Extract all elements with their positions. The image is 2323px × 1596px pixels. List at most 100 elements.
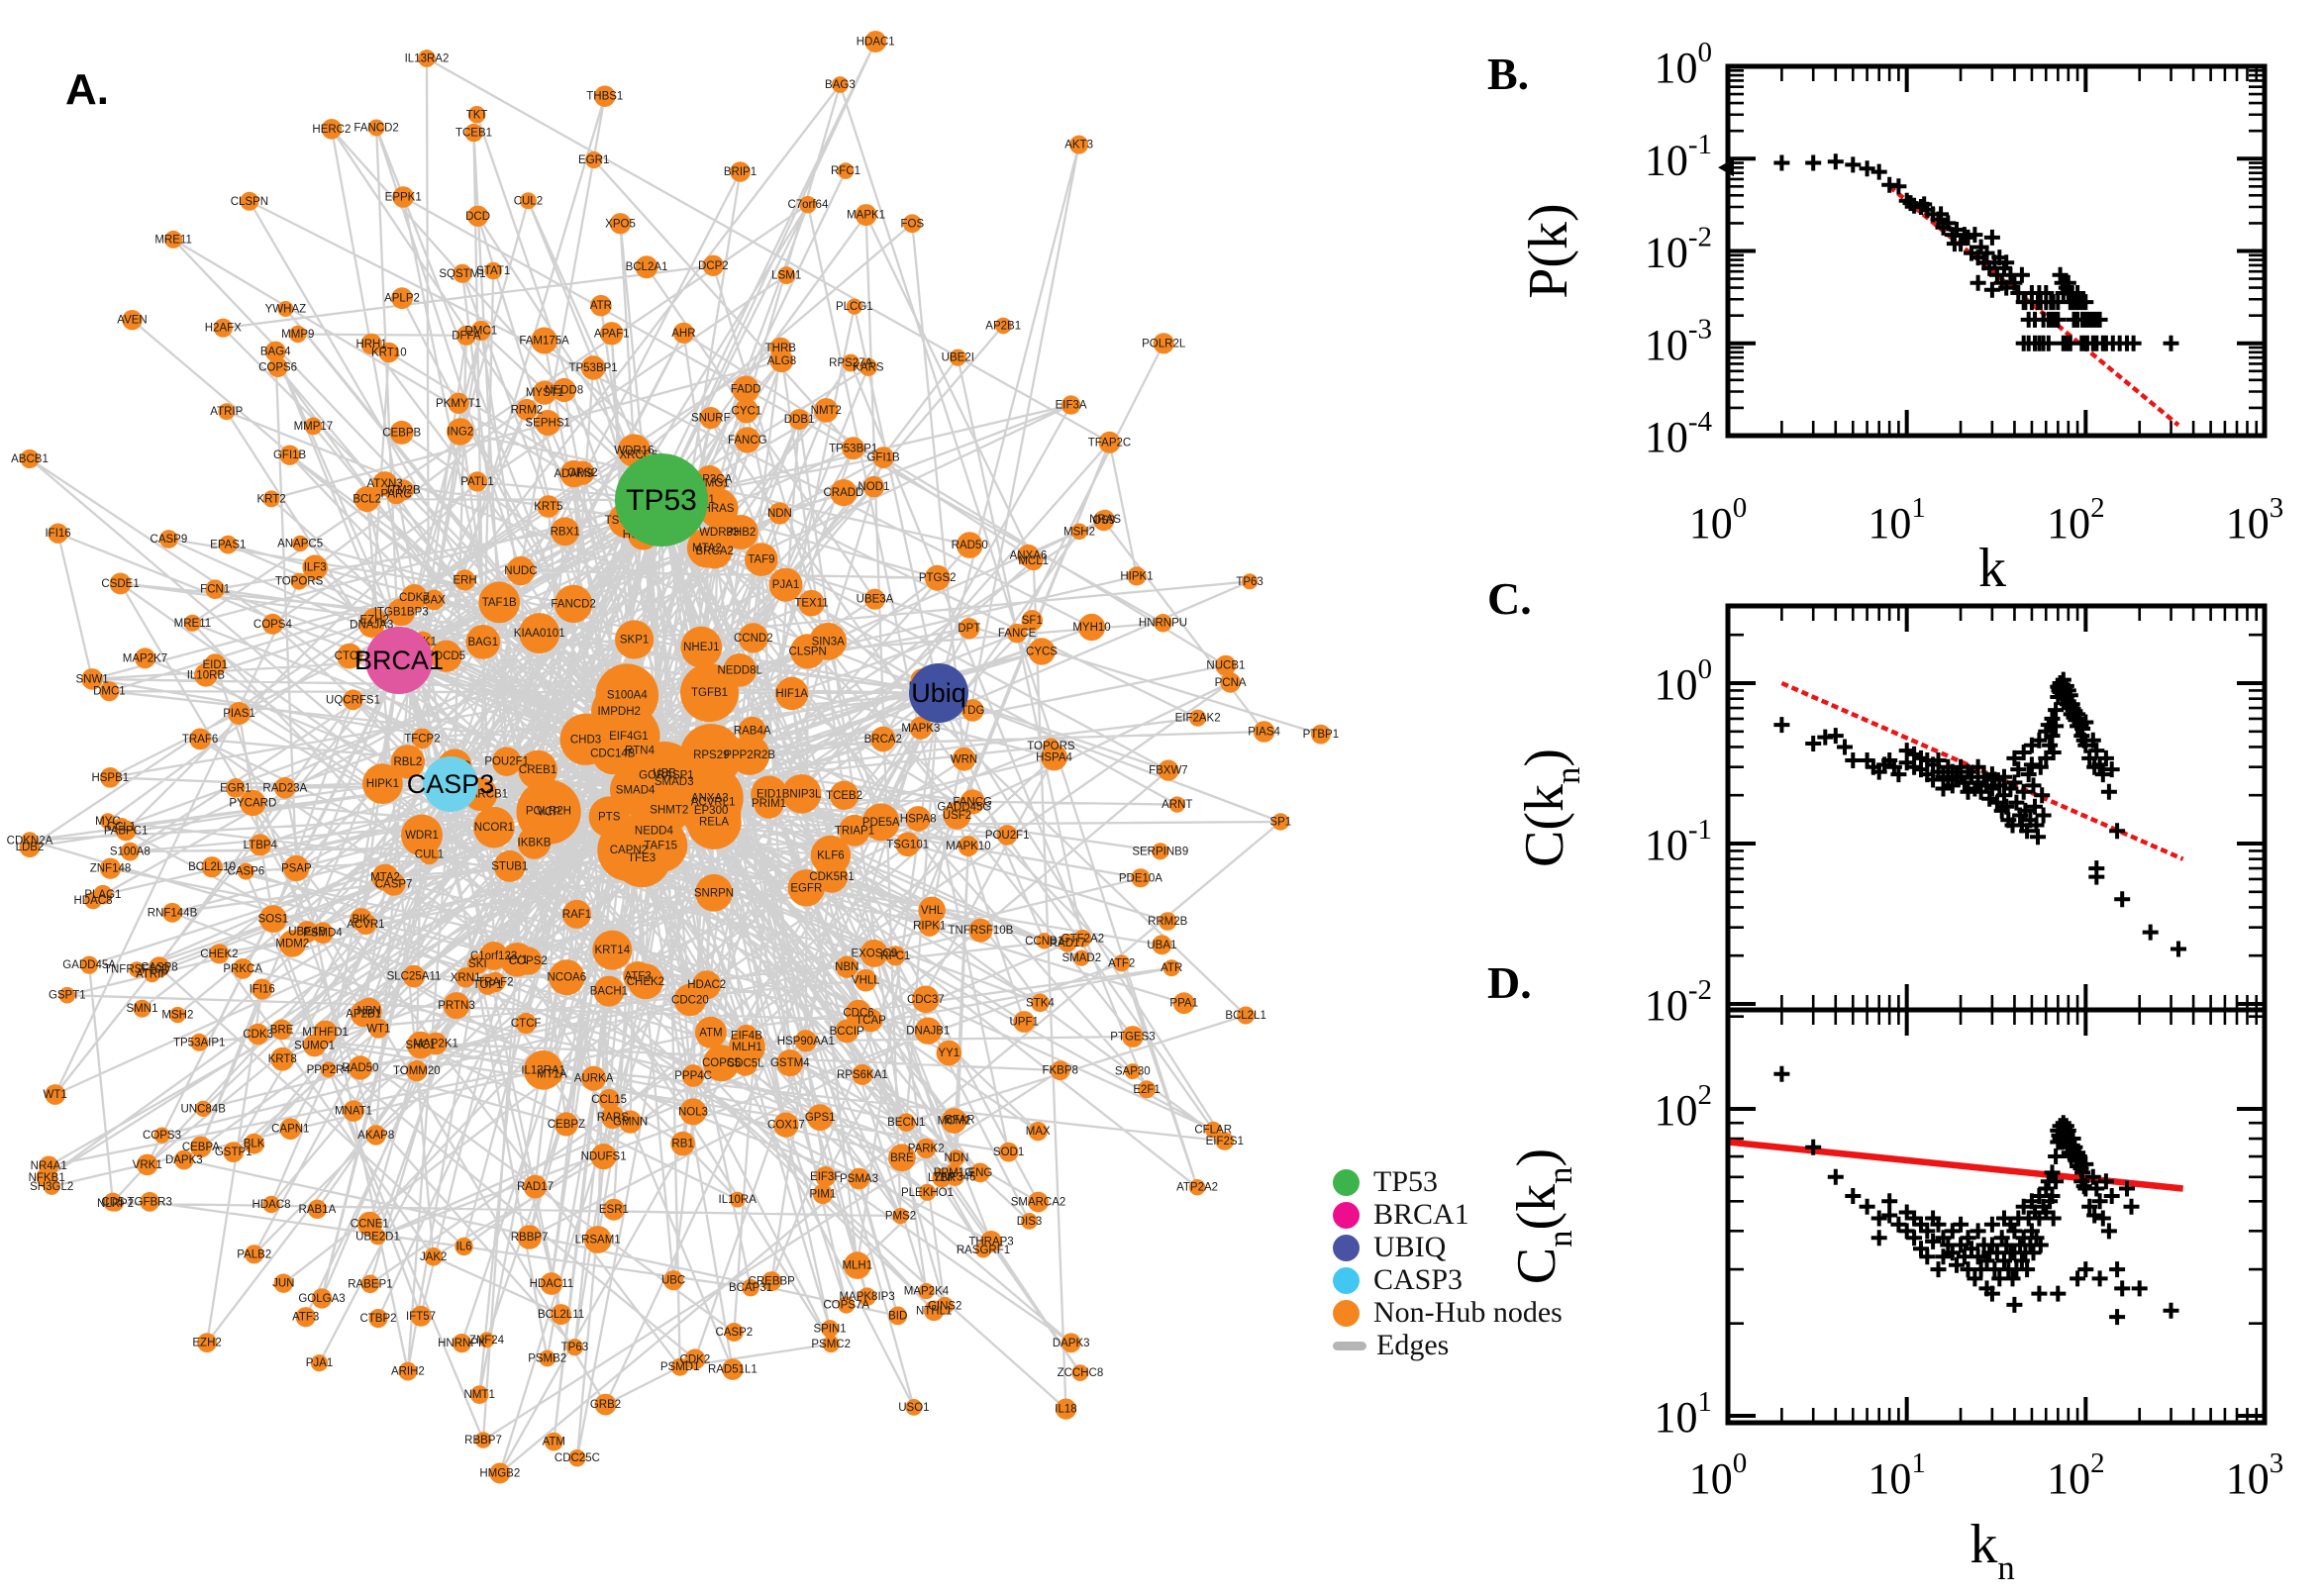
network-node[interactable] [452,1334,471,1353]
network-node[interactable] [837,162,855,179]
network-node[interactable] [469,1385,489,1404]
network-node[interactable] [218,535,238,554]
network-node[interactable] [209,944,230,964]
network-node[interactable] [270,1047,295,1071]
network-node[interactable] [190,1136,212,1158]
network-node[interactable] [279,445,300,465]
network-node[interactable] [855,204,877,227]
network-node[interactable] [923,1300,945,1322]
network-node[interactable] [956,532,983,558]
network-node[interactable] [478,1332,495,1348]
network-node[interactable] [600,322,624,346]
network-node[interactable] [237,862,254,880]
network-node[interactable] [1023,550,1044,571]
network-node[interactable] [842,353,860,372]
network-node[interactable] [1043,738,1060,754]
network-node[interactable] [321,119,343,140]
network-node[interactable] [245,1245,264,1264]
network-node[interactable] [738,716,766,746]
network-node[interactable] [1077,613,1106,642]
network-node[interactable] [902,214,922,234]
network-node[interactable] [273,1273,293,1293]
network-node[interactable] [80,955,99,974]
network-node[interactable] [454,967,476,988]
network-node[interactable] [723,653,757,687]
network-node[interactable] [464,123,483,143]
network-node[interactable] [402,964,426,988]
network-node[interactable] [1215,1132,1235,1150]
network-node[interactable] [996,825,1018,846]
network-node[interactable] [570,460,595,485]
network-node[interactable] [781,774,822,814]
network-node[interactable] [159,530,178,549]
network-node[interactable] [809,622,848,660]
network-node[interactable] [1188,1179,1206,1196]
network-node[interactable] [140,1191,160,1212]
network-node[interactable] [768,502,791,525]
network-node[interactable] [852,1063,873,1085]
network-node[interactable] [489,1462,511,1484]
network-node[interactable] [1036,933,1053,949]
network-node[interactable] [448,392,469,414]
network-node[interactable] [815,1166,837,1187]
network-node[interactable] [1021,610,1044,632]
network-node[interactable] [1152,843,1169,860]
network-node[interactable] [1162,959,1180,977]
network-node[interactable] [290,572,308,590]
network-node[interactable] [838,1296,856,1314]
network-node[interactable] [474,1432,492,1448]
network-node[interactable] [454,569,476,591]
network-node[interactable] [291,535,309,552]
network-node[interactable] [278,930,306,957]
network-node[interactable] [320,1061,337,1078]
network-node[interactable] [958,836,979,857]
network-node[interactable] [829,780,859,810]
network-node[interactable] [393,479,415,501]
network-node[interactable] [724,1323,744,1342]
network-node[interactable] [226,778,246,798]
network-node[interactable] [949,349,966,366]
network-node[interactable] [730,735,770,775]
network-node[interactable] [240,789,266,817]
network-node[interactable] [378,342,400,363]
network-node[interactable] [855,968,877,992]
network-node[interactable] [312,922,334,944]
network-node[interactable] [623,961,653,991]
network-node[interactable] [863,588,886,610]
network-node[interactable] [406,1059,428,1082]
network-node[interactable] [830,479,858,507]
network-node[interactable] [994,317,1012,335]
hub-node-tp53[interactable] [615,453,708,547]
network-node[interactable] [568,1449,586,1467]
network-node[interactable] [946,1167,964,1187]
network-node[interactable] [264,341,286,362]
network-node[interactable] [1073,929,1092,948]
network-node[interactable] [423,589,445,611]
network-node[interactable] [465,625,501,659]
network-node[interactable] [430,640,462,672]
network-node[interactable] [467,953,488,974]
network-node[interactable] [1031,993,1050,1013]
network-node[interactable] [581,1065,607,1091]
network-node[interactable] [129,961,146,978]
network-node[interactable] [258,905,287,933]
network-node[interactable] [684,1348,706,1370]
network-node[interactable] [1204,1121,1222,1139]
network-node[interactable] [205,579,225,599]
network-node[interactable] [136,1153,158,1176]
network-node[interactable] [368,1018,389,1039]
network-node[interactable] [389,420,414,445]
network-node[interactable] [775,676,809,711]
network-node[interactable] [1168,796,1186,813]
network-node[interactable] [1138,1080,1157,1099]
network-node[interactable] [848,1167,870,1190]
network-node[interactable] [615,620,655,659]
network-node[interactable] [952,1111,968,1129]
network-node[interactable] [367,119,385,137]
network-node[interactable] [493,849,526,882]
network-node[interactable] [1122,1026,1144,1047]
network-node[interactable] [1021,1213,1038,1230]
network-node[interactable] [1050,1060,1070,1081]
network-node[interactable] [732,375,759,403]
network-node[interactable] [702,254,724,276]
